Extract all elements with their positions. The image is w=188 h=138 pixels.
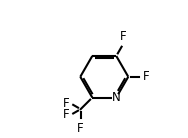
Text: F: F: [63, 108, 70, 121]
Text: F: F: [77, 121, 84, 135]
Text: N: N: [112, 91, 121, 104]
Text: F: F: [63, 97, 70, 110]
Text: F: F: [120, 30, 127, 43]
Text: F: F: [143, 70, 149, 83]
